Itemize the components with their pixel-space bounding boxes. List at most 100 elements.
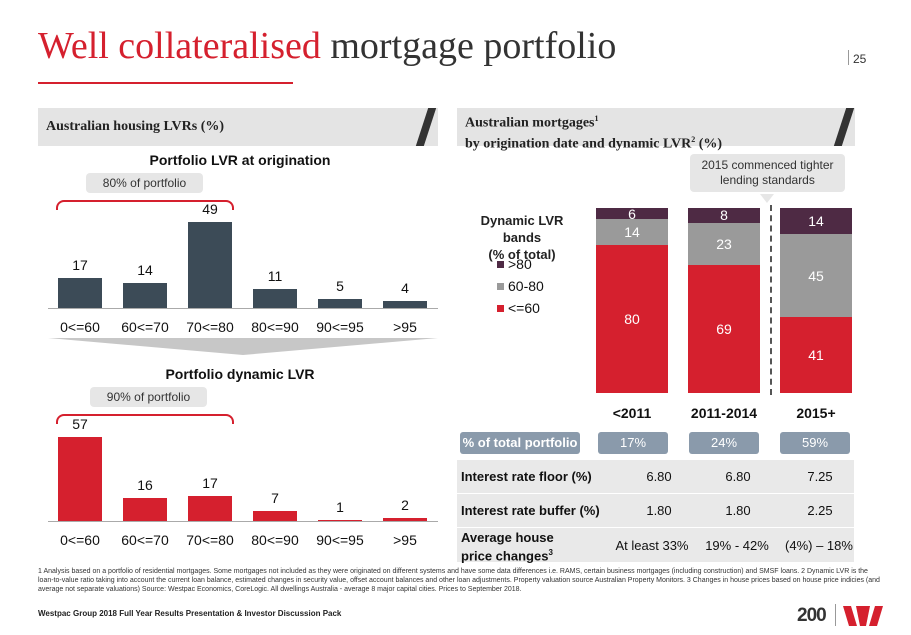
stack-segment (780, 208, 852, 234)
legend-label-under60: <=60 (508, 300, 540, 316)
bar (318, 299, 362, 308)
bar-value-label: 17 (202, 475, 218, 492)
legend-item-60-80: 60-80 (497, 275, 544, 297)
bar-category-label: 80<=90 (251, 532, 299, 548)
stack-value-label: 23 (716, 236, 732, 253)
bar (188, 496, 232, 521)
page-title: Well collateralised mortgage portfolio (38, 24, 616, 68)
bar-category-label: 70<=80 (186, 532, 234, 548)
left-panel-heading: Australian housing LVRs (%) (46, 119, 225, 134)
stack-value-label: 41 (808, 347, 824, 364)
legend-swatch-60-80 (497, 282, 504, 290)
legend-title-line1: Dynamic LVR bands (480, 213, 564, 245)
bar-value-label: 2 (401, 497, 409, 514)
bar-value-label: 49 (202, 200, 218, 217)
bar (253, 288, 297, 308)
table-row: Interest rate floor (%) 6.80 6.80 7.25 (457, 460, 854, 493)
stack-segment (780, 233, 852, 318)
title-underline (38, 82, 293, 84)
right-heading-line1: Australian mortgages (465, 115, 595, 131)
legend-item-under60: <=60 (497, 297, 544, 319)
pct-total-value: 17% (598, 432, 668, 454)
footer-text: Westpac Group 2018 Full Year Results Pre… (38, 609, 342, 618)
row-label-buffer: Interest rate buffer (%) (461, 503, 600, 518)
stack-segment (596, 245, 668, 393)
row-value: 2.25 (807, 503, 833, 518)
bar-category-label: 0<=60 (60, 319, 100, 335)
bar-value-label: 11 (267, 267, 283, 284)
row-label-house-price-sup: 3 (548, 548, 553, 557)
legend: >80 60-80 <=60 (497, 253, 544, 319)
bar-value-label: 14 (137, 262, 153, 279)
bar (383, 300, 427, 308)
bar-value-label: 17 (72, 257, 88, 274)
bar-category-label: 90<=95 (316, 532, 364, 548)
row-value: (4%) – 18% (785, 538, 853, 553)
legend-label-60-80: 60-80 (508, 278, 544, 294)
stack-segment (688, 208, 760, 223)
bar (58, 437, 102, 521)
legend-item-over80: >80 (497, 253, 544, 275)
bar-category-label: 60<=70 (121, 532, 169, 548)
right-heading-sup2: 2 (691, 134, 696, 144)
bar-value-label: 1 (336, 498, 344, 515)
legend-title-line2: (% of total) (488, 247, 556, 262)
dynamic-axis (48, 521, 438, 522)
lending-divider-line (770, 205, 772, 395)
stacked-chart: 80 14 6 <2011 69 23 8 2011-2014 41 45 14 2015+ (590, 205, 860, 433)
bar (383, 518, 427, 521)
pct-total-label: % of total portfolio (460, 432, 580, 454)
stack-segment (688, 222, 760, 266)
origination-chart: 17 0<=60 14 60<=70 49 70<=80 11 80<=90 5 90<=95 4 >… (48, 201, 438, 340)
stack-category-label: <2011 (612, 405, 652, 421)
bar-value-label: 7 (271, 489, 279, 506)
bar-value-label: 4 (401, 279, 409, 296)
bar-category-label: 90<=95 (316, 319, 364, 335)
stack-value-label: 80 (624, 311, 640, 327)
right-heading-suffix: (%) (695, 136, 723, 152)
right-panel-header: Australian mortgages1 by origination dat… (457, 108, 855, 151)
dynamic-chart: 57 0<=60 16 60<=70 17 70<=80 7 80<=90 1 90<=95 2 >9… (48, 416, 438, 553)
page-title-accent: Well collateralised (38, 25, 321, 67)
page-number: 25 (853, 52, 867, 66)
origination-chart-title: Portfolio LVR at origination (149, 152, 331, 168)
bar-category-label: >95 (393, 532, 417, 548)
stack-segment (780, 317, 852, 393)
stack-value-label: 14 (808, 212, 824, 229)
table-row: Interest rate buffer (%) 1.80 1.80 2.25 (457, 494, 854, 527)
stack-value-label: 6 (628, 205, 636, 222)
bar-category-label: >95 (393, 319, 417, 335)
stack-value-label: 8 (720, 207, 728, 224)
bar-value-label: 57 (72, 416, 88, 433)
callout-pointer-icon (760, 194, 774, 203)
bar-category-label: 60<=70 (121, 319, 169, 335)
row-label-house-price-1: Average house (461, 530, 554, 545)
bar-value-label: 16 (137, 476, 153, 493)
dynamic-callout: 90% of portfolio (90, 387, 207, 407)
row-value: 7.25 (807, 469, 833, 484)
bar-category-label: 80<=90 (251, 319, 299, 335)
footer-logo-divider (835, 604, 836, 626)
stack-category-label: 2011-2014 (690, 405, 758, 421)
stack-value-label: 45 (808, 267, 824, 284)
origination-brace (56, 200, 234, 210)
right-heading-sup1: 1 (594, 114, 599, 123)
bar (123, 283, 167, 308)
dynamic-chart-title: Portfolio dynamic LVR (165, 366, 315, 382)
origination-axis (48, 308, 438, 309)
footer-badge-200: 200 (797, 605, 827, 626)
pct-total-value: 59% (780, 432, 850, 454)
bar (253, 510, 297, 521)
westpac-logo-icon (843, 606, 883, 626)
bar-category-label: 70<=80 (186, 319, 234, 335)
bar-value-label: 5 (336, 278, 344, 295)
row-value: 6.80 (725, 469, 751, 484)
bar (188, 221, 232, 308)
legend-label-over80: >80 (508, 256, 532, 272)
legend-swatch-over80 (497, 260, 504, 268)
bar (58, 278, 102, 308)
legend-title: Dynamic LVR bands (% of total) (462, 212, 582, 263)
stack-category-label: 2015+ (796, 405, 836, 421)
page-number-divider (848, 50, 849, 65)
right-panel-heading: Australian mortgages1 by origination dat… (465, 111, 722, 152)
